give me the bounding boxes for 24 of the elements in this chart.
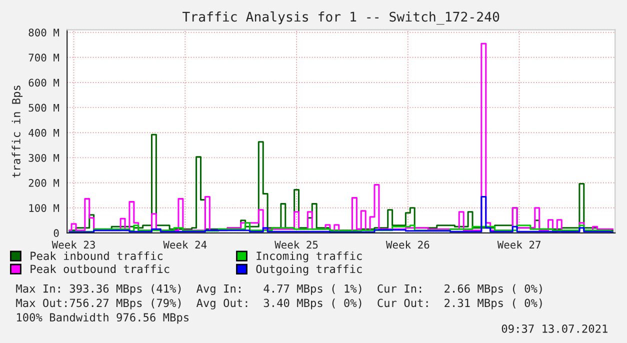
x-tick-label: Week 23 <box>52 240 95 249</box>
x-tick-label: Week 27 <box>497 240 540 249</box>
y-tick-label: 600 M <box>28 78 60 87</box>
legend-label: Peak outbound traffic <box>30 264 170 274</box>
legend-label: Incoming traffic <box>256 251 362 262</box>
y-tick-label: 200 M <box>28 179 60 187</box>
y-tick-label: 500 M <box>28 104 60 112</box>
y-axis-title: traffic in Bps <box>12 86 23 178</box>
y-tick-label: 700 M <box>28 54 60 62</box>
y-tick-label: 400 M <box>28 128 60 137</box>
text: 100% Bandwidth 976.56 MBps <box>17 312 188 324</box>
y-tick-label: 100 M <box>29 204 60 212</box>
x-tick-label: Week 25 <box>274 240 318 249</box>
x-tick-label: Week 26 <box>386 240 430 249</box>
legend-label: Outgoing traffic <box>256 264 362 276</box>
chart-title: Traffic Analysis for 1 -- Switch_172-240 <box>182 11 500 25</box>
text: Max Out:756.27 MBps (79%) Avg Out: 3.40 MBps ( 0%) Cur Out: 2.31 MBps ( 0%) <box>16 298 542 310</box>
text: Max In: 393.36 MBps (41%) Avg In: 4.77 MBps ( 1%) Cur In: 2.66 MBps ( 0%) <box>16 284 542 295</box>
x-tick-label: Week 24 <box>163 240 207 249</box>
y-tick-label: 300 M <box>28 154 60 162</box>
y-tick-label: 800 M <box>28 28 60 36</box>
y-tick-label: 0 <box>54 229 59 238</box>
text: 09:37 13.07.2021 <box>502 324 608 333</box>
legend-label: Peak inbound traffic <box>30 251 162 260</box>
